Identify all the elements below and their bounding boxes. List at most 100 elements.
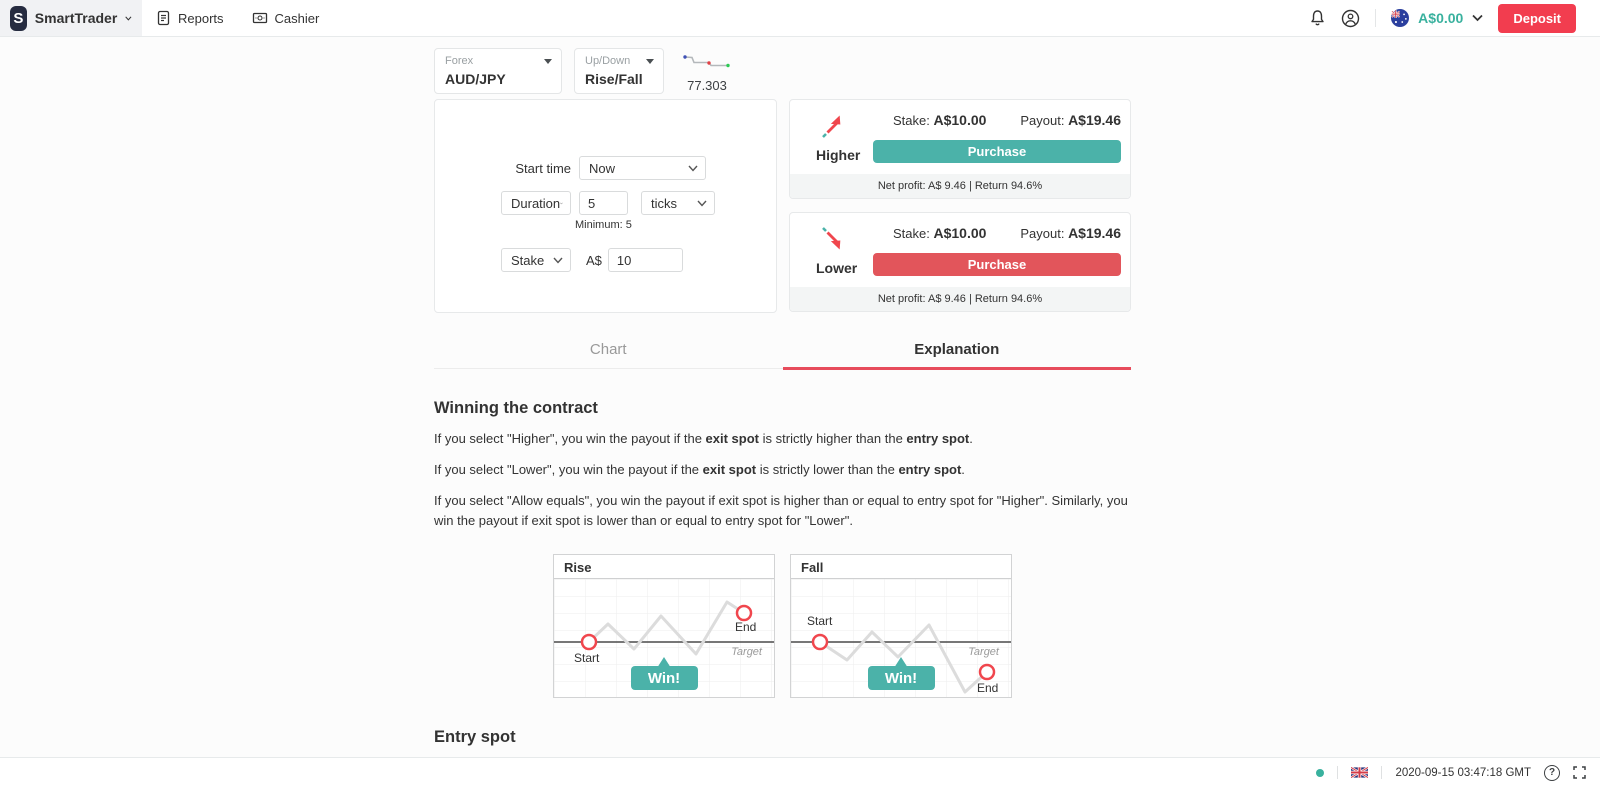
chevron-down-icon	[553, 257, 563, 264]
chevron-down-icon	[560, 202, 563, 204]
divider	[1337, 766, 1339, 779]
trade-parameters-panel: Start time Now Duration	[434, 99, 777, 313]
balance-amount: A$0.00	[1418, 10, 1464, 26]
higher-purchase-button[interactable]: Purchase	[873, 140, 1121, 163]
start-time-label: Start time	[515, 160, 571, 176]
fall-diagram: Fall Start End	[790, 553, 1012, 698]
dropdown-caret-icon	[544, 59, 552, 64]
market-group-label: Forex	[445, 55, 474, 67]
market-selector[interactable]: Forex AUD/JPY	[434, 48, 562, 94]
notifications-bell-icon[interactable]	[1309, 9, 1326, 27]
higher-direction-label: Higher	[816, 147, 861, 163]
winning-heading: Winning the contract	[434, 399, 598, 417]
stake-amount-input[interactable]	[607, 248, 683, 272]
chevron-down-icon	[1472, 14, 1483, 22]
start-time-select[interactable]: Now	[579, 156, 706, 180]
account-balance-dropdown[interactable]: A$0.00	[1391, 9, 1483, 27]
rise-start-spot-marker	[580, 633, 598, 650]
brand-name: SmartTrader	[34, 10, 118, 26]
lower-arrow-icon	[822, 227, 841, 250]
lower-contract-card: Lower Stake: A$10.00 Payout: A$19.46 Pur…	[789, 212, 1131, 312]
server-time: 2020-09-15 03:47:18 GMT	[1395, 766, 1531, 779]
payout-info: Payout: A$19.46	[1020, 112, 1121, 128]
duration-amount-input[interactable]	[579, 191, 628, 215]
fall-diagram-title: Fall	[791, 555, 1011, 579]
explanation-section: Winning the contract If you select "High…	[434, 399, 1131, 747]
trade-type-selector[interactable]: Up/Down Rise/Fall	[574, 48, 664, 94]
au-flag-icon	[1391, 9, 1410, 27]
main-nav: Reports Cashier	[156, 0, 319, 36]
fall-diagram-chart: Start End Target Win!	[791, 578, 1011, 697]
lower-stake-payout-row: Stake: A$10.00 Payout: A$19.46	[893, 225, 1121, 241]
brand-menu[interactable]: S SmartTrader	[0, 0, 142, 36]
lower-direction-label: Lower	[816, 260, 858, 276]
rise-diagram: Rise Start End	[553, 553, 775, 698]
rise-end-label: End	[735, 620, 756, 634]
language-gb-flag-icon[interactable]	[1351, 767, 1369, 778]
explanation-paragraphs: If you select "Higher", you win the payo…	[434, 429, 1131, 532]
help-icon[interactable]: ?	[1544, 764, 1560, 781]
chevron-down-icon	[688, 165, 698, 172]
higher-net-profit: Net profit: A$ 9.46 | Return 94.6%	[790, 174, 1130, 198]
lower-net-profit: Net profit: A$ 9.46 | Return 94.6%	[790, 287, 1130, 311]
tab-explanation[interactable]: Explanation	[782, 334, 1132, 370]
spot-sparkline: 77.303	[682, 48, 732, 93]
account-icon[interactable]	[1341, 9, 1360, 28]
nav-item-cashier[interactable]: Cashier	[252, 10, 320, 26]
top-right-cluster: A$0.00 Deposit	[1309, 0, 1600, 36]
deposit-button[interactable]: Deposit	[1498, 3, 1576, 33]
fall-win-label: Win!	[885, 670, 917, 687]
nav-label: Cashier	[274, 10, 320, 26]
start-time-value: Now	[589, 160, 616, 176]
rise-win-badge	[631, 665, 698, 690]
spot-price: 77.303	[687, 78, 727, 93]
stake-info: Stake: A$10.00	[893, 225, 987, 241]
tab-chart[interactable]: Chart	[589, 341, 627, 358]
payout-info: Payout: A$19.46	[1020, 225, 1121, 241]
fall-start-label: Start	[807, 614, 833, 628]
trade-selector-row: Forex AUD/JPY Up/Down Rise/Fall 77.303	[434, 48, 1131, 94]
dropdown-caret-icon	[646, 59, 654, 64]
duration-minimum-hint: Minimum: 5	[575, 219, 632, 231]
chevron-down-icon	[125, 15, 132, 21]
top-bar: S SmartTrader Reports Cashier	[0, 0, 1600, 37]
entry-spot-heading: Entry spot	[434, 727, 516, 746]
sparkline-chart-icon	[683, 55, 730, 68]
trade-type-group-label: Up/Down	[585, 55, 631, 67]
fall-end-label: End	[977, 681, 998, 695]
stake-currency-label: A$	[586, 252, 602, 268]
higher-contract-card: Higher Stake: A$10.00 Payout: A$19.46 Pu…	[789, 99, 1131, 199]
duration-type-value: Duration	[511, 195, 561, 211]
nav-label: Reports	[178, 10, 224, 26]
main-area: Forex AUD/JPY Up/Down Rise/Fall 77.303	[0, 37, 1600, 757]
fall-win-badge	[868, 665, 935, 690]
smarttrader-logo-icon: S	[10, 5, 27, 31]
stake-info: Stake: A$10.00	[893, 112, 987, 128]
fall-start-spot-marker	[811, 633, 829, 650]
reports-icon	[157, 10, 170, 26]
duration-unit-select[interactable]: ticks	[641, 191, 715, 215]
divider	[1381, 766, 1383, 779]
lower-purchase-button[interactable]: Purchase	[873, 253, 1121, 276]
stake-type-select[interactable]: Stake	[501, 248, 571, 272]
cashier-icon	[252, 12, 267, 24]
rise-win-label: Win!	[648, 670, 680, 687]
duration-type-select[interactable]: Duration	[501, 191, 571, 215]
rise-target-label: Target	[731, 646, 763, 658]
explanation-paragraph: If you select "Lower", you win the payou…	[434, 462, 965, 478]
stake-type-value: Stake	[511, 252, 545, 268]
rise-start-label: Start	[574, 651, 600, 665]
nav-item-reports[interactable]: Reports	[156, 10, 224, 26]
fall-end-spot-marker	[978, 663, 996, 680]
connection-status-icon	[1316, 768, 1325, 777]
higher-arrow-icon	[822, 115, 841, 138]
rise-end-spot-marker	[735, 604, 753, 621]
trade-type-value: Rise/Fall	[585, 71, 643, 87]
rise-fall-diagrams: Rise Start End	[434, 553, 1131, 698]
fall-target-label: Target	[968, 646, 1000, 658]
status-bar: 2020-09-15 03:47:18 GMT ?	[0, 757, 1600, 787]
fullscreen-icon[interactable]	[1573, 766, 1586, 779]
duration-unit-value: ticks	[651, 195, 677, 211]
rise-diagram-title: Rise	[554, 555, 774, 579]
rise-diagram-chart: Start End Target Win!	[554, 578, 774, 697]
